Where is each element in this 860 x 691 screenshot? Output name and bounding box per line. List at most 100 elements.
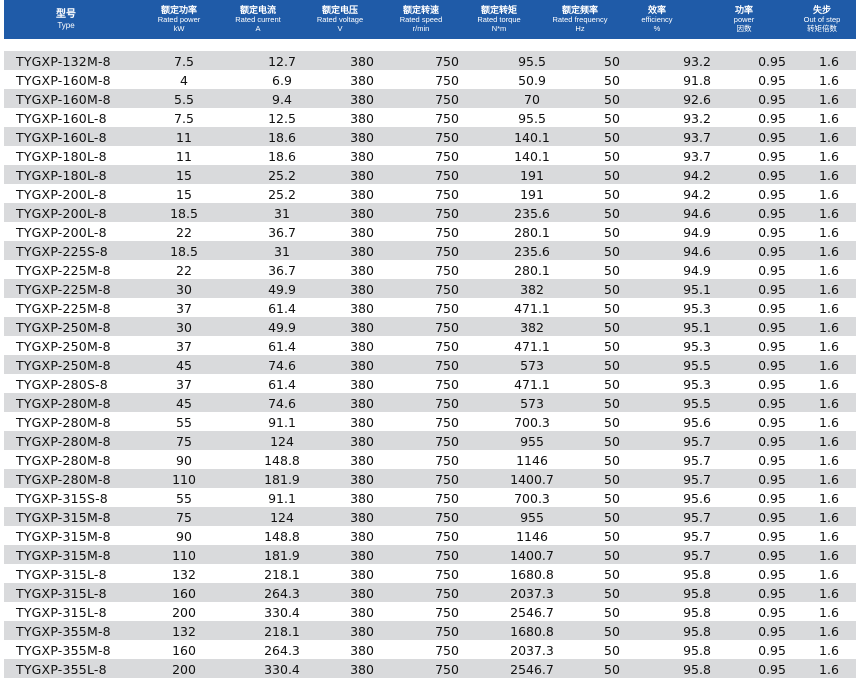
cell-power-factor: 0.95: [758, 225, 786, 240]
cell-rated-current: 25.2: [268, 187, 296, 202]
cell-rated-current: 181.9: [264, 472, 300, 487]
cell-rated-speed: 750: [435, 244, 459, 259]
cell-rated-speed: 750: [435, 624, 459, 639]
cell-efficiency: 94.9: [683, 225, 711, 240]
cell-power-factor: 0.95: [758, 339, 786, 354]
table-row: TYGXP-280M-8 55 91.1 380 750 700.3 50 95.6 0.95 1…: [4, 412, 856, 431]
header-rated-torque-en: Rated torque: [477, 15, 521, 24]
table-row: TYGXP-250M-8 45 74.6 380 750 573 50 95.5 0.95 1.6: [4, 355, 856, 374]
cell-rated-frequency: 50: [604, 643, 620, 658]
cell-rated-current: 74.6: [268, 358, 296, 373]
cell-rated-power: 75: [176, 510, 192, 525]
cell-rated-frequency: 50: [604, 548, 620, 563]
cell-rated-current: 74.6: [268, 396, 296, 411]
cell-type: TYGXP-200L-8: [16, 206, 107, 221]
table-row: TYGXP-280M-8 110 181.9 380 750 1400.7 50 95.7 0.…: [4, 469, 856, 488]
cell-out-of-step: 1.6: [819, 415, 839, 430]
header-rated-frequency-unit: Hz: [575, 24, 585, 33]
cell-rated-frequency: 50: [604, 605, 620, 620]
cell-rated-frequency: 50: [604, 301, 620, 316]
cell-efficiency: 95.7: [683, 548, 711, 563]
cell-type: TYGXP-200L-8: [16, 187, 107, 202]
cell-out-of-step: 1.6: [819, 130, 839, 145]
cell-rated-current: 36.7: [268, 225, 296, 240]
cell-efficiency: 95.7: [683, 529, 711, 544]
table-row: TYGXP-280M-8 45 74.6 380 750 573 50 95.5 0.95 1.6: [4, 393, 856, 412]
cell-rated-power: 11: [176, 149, 192, 164]
cell-rated-torque: 1680.8: [510, 567, 554, 582]
header-out-of-step: 失步 Out of step 转矩倍数: [772, 0, 860, 39]
table-row: TYGXP-250M-8 30 49.9 380 750 382 50 95.1 0.95 1.6: [4, 317, 856, 336]
header-efficiency: 效率 efficiency%: [607, 0, 707, 39]
header-rated-torque: 额定转矩 Rated torque N*m: [449, 0, 549, 39]
cell-out-of-step: 1.6: [819, 567, 839, 582]
cell-rated-frequency: 50: [604, 73, 620, 88]
cell-power-factor: 0.95: [758, 111, 786, 126]
table-row: TYGXP-355L-8 200 330.4 380 750 2546.7 50 95.8 0.…: [4, 659, 856, 678]
cell-efficiency: 93.2: [683, 111, 711, 126]
header-efficiency-unit: %: [653, 24, 661, 33]
cell-rated-power: 160: [172, 643, 196, 658]
cell-rated-speed: 750: [435, 187, 459, 202]
cell-efficiency: 94.2: [683, 187, 711, 202]
cell-rated-speed: 750: [435, 567, 459, 582]
cell-out-of-step: 1.6: [819, 358, 839, 373]
cell-efficiency: 93.2: [683, 54, 711, 69]
cell-rated-current: 91.1: [268, 491, 296, 506]
cell-rated-frequency: 50: [604, 206, 620, 221]
cell-rated-current: 31: [274, 206, 290, 221]
cell-rated-torque: 280.1: [514, 263, 550, 278]
table-row: TYGXP-315M-8 110 181.9 380 750 1400.7 50 95.7 0.…: [4, 545, 856, 564]
header-rated-current-zh: 额定电流: [239, 5, 276, 15]
header-type-zh: 型号: [56, 9, 76, 20]
cell-out-of-step: 1.6: [819, 187, 839, 202]
cell-rated-torque: 471.1: [514, 339, 550, 354]
cell-type: TYGXP-160L-8: [16, 130, 107, 145]
cell-rated-frequency: 50: [604, 472, 620, 487]
cell-rated-speed: 750: [435, 130, 459, 145]
cell-rated-frequency: 50: [604, 377, 620, 392]
cell-power-factor: 0.95: [758, 320, 786, 335]
table-row: TYGXP-160L-8 11 18.6 380 750 140.1 50 93.7 0.95 1…: [4, 127, 856, 146]
cell-rated-speed: 750: [435, 149, 459, 164]
cell-type: TYGXP-280M-8: [16, 453, 111, 468]
cell-rated-current: 124: [270, 434, 294, 449]
table-row: TYGXP-225S-8 18.5 31 380 750 235.6 50 94.6 0.95 1…: [4, 241, 856, 260]
cell-efficiency: 93.7: [683, 130, 711, 145]
cell-out-of-step: 1.6: [819, 529, 839, 544]
cell-type: TYGXP-315S-8: [16, 491, 108, 506]
cell-rated-speed: 750: [435, 377, 459, 392]
cell-out-of-step: 1.6: [819, 548, 839, 563]
cell-rated-torque: 235.6: [514, 206, 550, 221]
header-type: 型号 Type: [16, 0, 116, 39]
cell-rated-torque: 955: [520, 510, 544, 525]
table-row: TYGXP-180L-8 15 25.2 380 750 191 50 94.2 0.95 1.6: [4, 165, 856, 184]
cell-rated-frequency: 50: [604, 187, 620, 202]
cell-power-factor: 0.95: [758, 377, 786, 392]
table-row: TYGXP-280M-8 90 148.8 380 750 1146 50 95.7 0.95 1…: [4, 450, 856, 469]
cell-rated-speed: 750: [435, 301, 459, 316]
cell-power-factor: 0.95: [758, 73, 786, 88]
cell-power-factor: 0.95: [758, 301, 786, 316]
cell-rated-voltage: 380: [350, 301, 374, 316]
cell-rated-voltage: 380: [350, 453, 374, 468]
cell-rated-voltage: 380: [350, 320, 374, 335]
cell-efficiency: 95.7: [683, 434, 711, 449]
cell-type: TYGXP-225M-8: [16, 301, 111, 316]
cell-out-of-step: 1.6: [819, 643, 839, 658]
cell-rated-current: 31: [274, 244, 290, 259]
cell-rated-voltage: 380: [350, 339, 374, 354]
cell-rated-frequency: 50: [604, 130, 620, 145]
cell-rated-torque: 700.3: [514, 415, 550, 430]
cell-rated-power: 7.5: [174, 54, 194, 69]
cell-rated-current: 330.4: [264, 662, 300, 677]
table-row: TYGXP-132M-8 7.5 12.7 380 750 95.5 50 93.2 0.95 1…: [4, 51, 856, 70]
table-row: TYGXP-160M-8 4 6.9 380 750 50.9 50 91.8 0.95 1.6: [4, 70, 856, 89]
cell-type: TYGXP-355M-8: [16, 624, 111, 639]
cell-rated-voltage: 380: [350, 567, 374, 582]
cell-rated-frequency: 50: [604, 567, 620, 582]
cell-type: TYGXP-315L-8: [16, 567, 107, 582]
cell-efficiency: 95.5: [683, 396, 711, 411]
cell-power-factor: 0.95: [758, 586, 786, 601]
cell-efficiency: 95.8: [683, 643, 711, 658]
